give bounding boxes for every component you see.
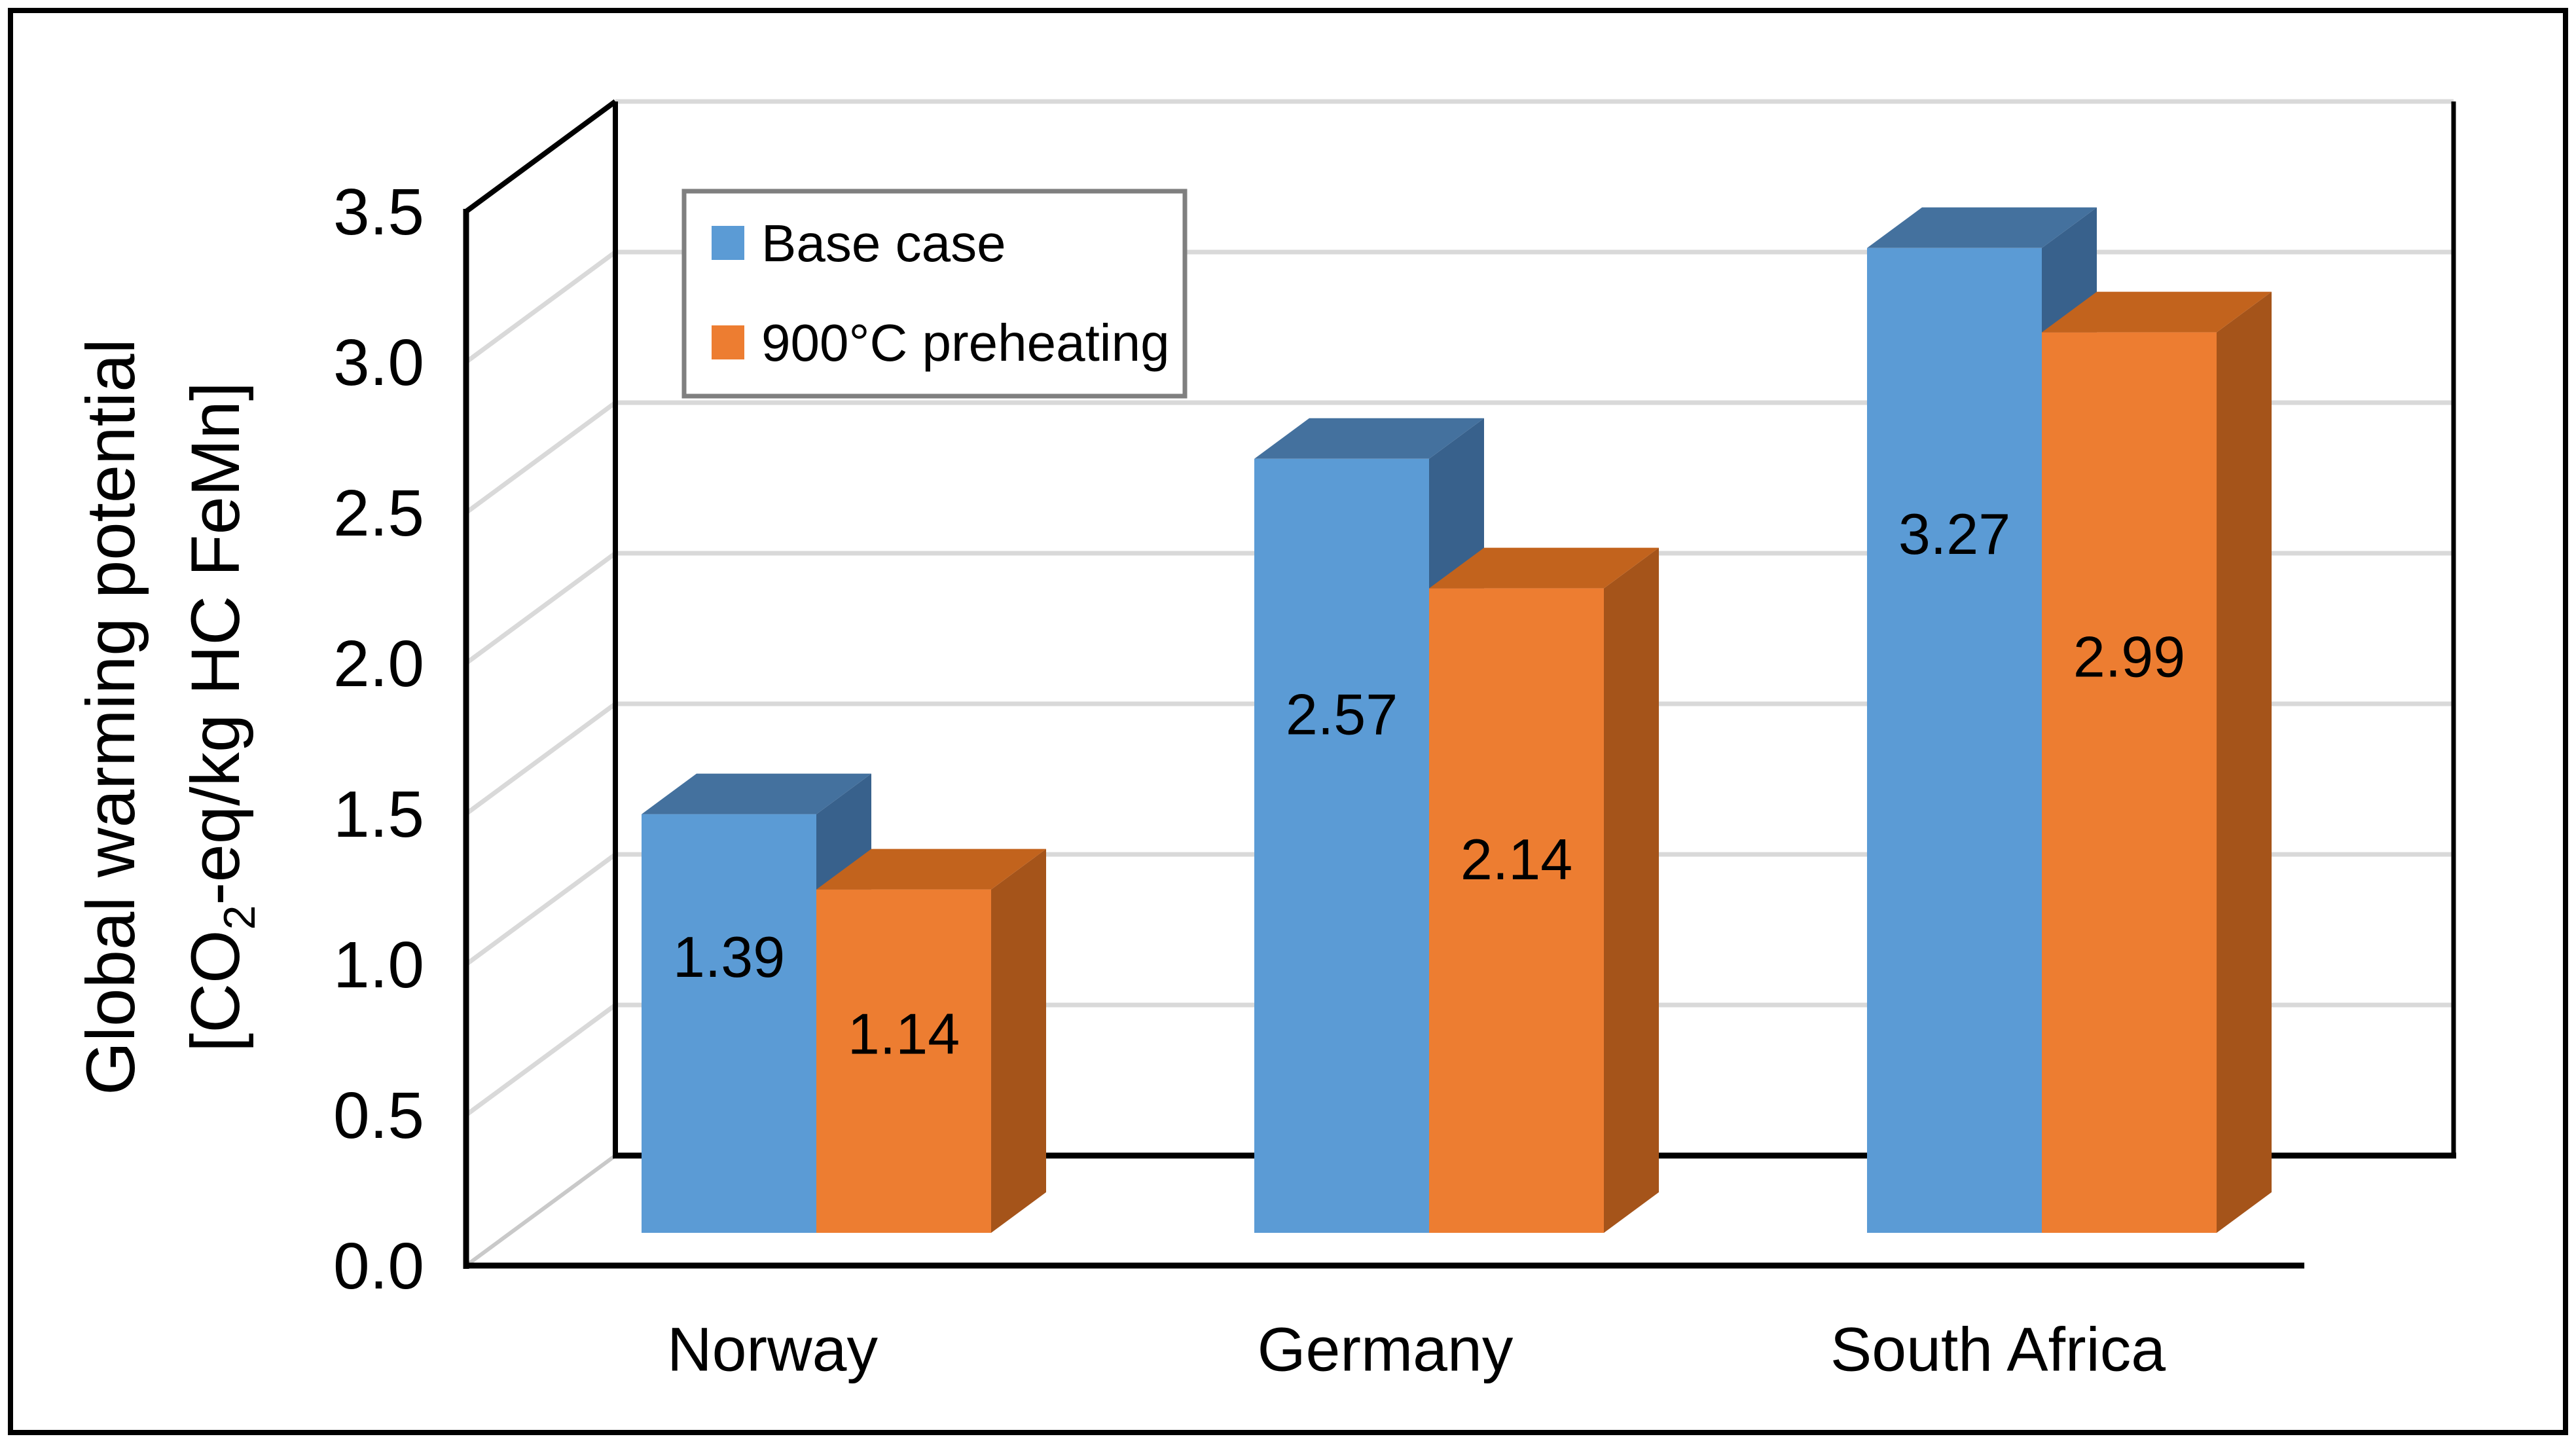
- y-tick-label-2.0: 2.0: [333, 627, 424, 701]
- bar-900-c-preheating-south-africa-top-face: [2042, 291, 2272, 333]
- legend-swatch-900-c-preheating: [712, 325, 744, 359]
- floor-depth-line: [465, 1154, 617, 1268]
- data-labels: 1.39 1.14 2.57 2.14 3.27 2.99: [673, 502, 2185, 1067]
- bar-900-c-preheating-germany-top-face: [1429, 547, 1659, 589]
- bar-base-case-germany-front-face: [1254, 458, 1429, 1233]
- data-label-series1-cat2: 2.57: [1286, 682, 1398, 747]
- y-axis-title: Global warming potential [CO2-eq/kg HC Fe…: [73, 338, 264, 1095]
- bar-900-c-preheating-norway-side-face: [991, 849, 1046, 1233]
- bar-900-c-preheating-south-africa-side-face: [2217, 291, 2272, 1233]
- category-label-2: Germany: [1258, 1315, 1514, 1384]
- data-label-series2-cat3: 2.99: [2073, 625, 2185, 689]
- bar-base-case-germany-top-face: [1254, 418, 1484, 459]
- y-tick-label-2.5: 2.5: [333, 477, 424, 550]
- bar-900-c-preheating-south-africa-front-face: [2042, 332, 2217, 1233]
- data-label-series2-cat2: 2.14: [1460, 827, 1572, 892]
- y-tick-label-1.5: 1.5: [333, 778, 424, 851]
- y-tick-label-0.0: 0.0: [333, 1230, 424, 1303]
- category-label-1: Norway: [667, 1315, 879, 1384]
- gridline-leftwall-0.5: [464, 1003, 617, 1117]
- legend: Base case 900°C preheating: [681, 189, 1188, 399]
- category-label-3: South Africa: [1830, 1315, 2166, 1384]
- gridline-leftwall-1.5: [464, 702, 617, 816]
- bar-base-case-norway-front-face: [642, 814, 816, 1233]
- y-tick-label-3.5: 3.5: [333, 175, 424, 249]
- legend-label-900-c-preheating: 900°C preheating: [761, 314, 1170, 372]
- y-title-co2-subscript: 2: [215, 905, 264, 930]
- y-title-line2-suffix: -eq/kg HC FeMn]: [177, 382, 254, 905]
- gridline-leftwall-2.5: [464, 401, 617, 515]
- data-label-series2-cat1: 1.14: [848, 1002, 960, 1067]
- data-label-series1-cat1: 1.39: [673, 924, 785, 989]
- bar-900-c-preheating-germany-side-face: [1604, 547, 1659, 1233]
- y-axis-tick-labels: 0.0 0.5 1.0 1.5 2.0 2.5 3.0 3.5: [333, 175, 424, 1303]
- x-axis-category-labels: Norway Germany South Africa: [667, 1315, 2166, 1384]
- gridline-leftwall-2.0: [464, 551, 617, 665]
- y-axis-title-line2: [CO2-eq/kg HC FeMn]: [177, 382, 264, 1052]
- y-tick-label-3.0: 3.0: [333, 326, 424, 399]
- data-label-series1-cat3: 3.27: [1898, 502, 2010, 566]
- chart-outer-border: [8, 8, 2568, 1435]
- bar-base-case-south-africa-top-face: [1867, 207, 2097, 248]
- bar-base-case-south-africa-front-face: [1867, 247, 2042, 1233]
- bar-base-case-norway-top-face: [642, 773, 871, 814]
- y-tick-label-1.0: 1.0: [333, 928, 424, 1002]
- outer-border: [8, 8, 2568, 1435]
- bar-900-c-preheating-germany: [1429, 547, 1659, 1233]
- gridline-leftwall-3.0: [464, 250, 617, 364]
- left-wall-top-edge: [464, 99, 617, 214]
- gridline-leftwall-1.0: [464, 852, 617, 966]
- bar-900-c-preheating-south-africa: [2042, 291, 2272, 1233]
- y-title-line2-prefix: [CO: [177, 930, 254, 1052]
- y-tick-label-0.5: 0.5: [333, 1079, 424, 1152]
- bar-900-c-preheating-norway-top-face: [816, 849, 1046, 890]
- legend-swatch-base-case: [712, 226, 744, 260]
- legend-box: [681, 189, 1188, 399]
- y-axis-title-line1: Global warming potential: [73, 338, 149, 1095]
- bar-900-c-preheating-germany-front-face: [1429, 588, 1604, 1233]
- legend-label-base-case: Base case: [761, 214, 1006, 272]
- bars-3d: [642, 207, 2272, 1233]
- bar-900-c-preheating-norway: [816, 849, 1046, 1233]
- bar-900-c-preheating-norway-front-face: [816, 889, 991, 1233]
